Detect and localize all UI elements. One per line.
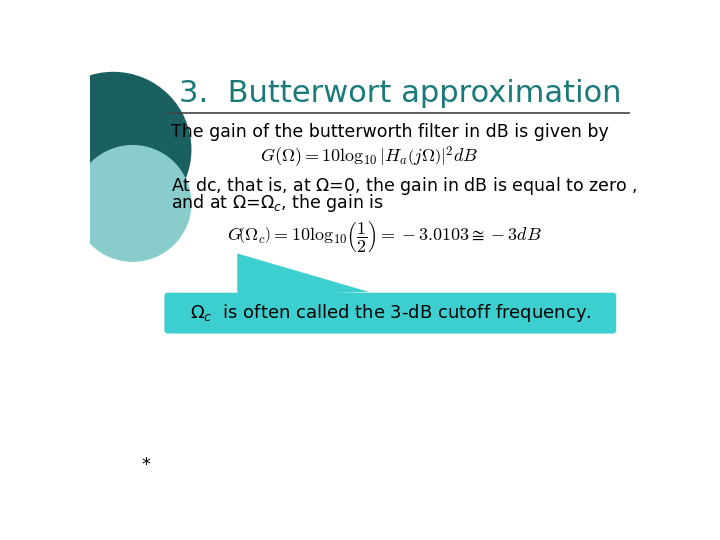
Text: $\Omega_c$  is often called the 3-dB cutoff frequency.: $\Omega_c$ is often called the 3-dB cuto…: [189, 302, 591, 324]
Text: 3.  Butterwort approximation: 3. Butterwort approximation: [179, 79, 621, 108]
Text: The gain of the butterworth filter in dB is given by: The gain of the butterworth filter in dB…: [171, 123, 609, 141]
Circle shape: [74, 146, 191, 261]
Text: At dc, that is, at $\Omega$=0, the gain in dB is equal to zero ,: At dc, that is, at $\Omega$=0, the gain …: [171, 176, 638, 198]
Text: *: *: [141, 456, 150, 474]
Text: $G\!\left(\Omega_c\right)=10\log_{10}\!\left(\dfrac{1}{2}\right)=-3.0103\cong-3d: $G\!\left(\Omega_c\right)=10\log_{10}\!\…: [227, 218, 542, 254]
FancyBboxPatch shape: [164, 293, 616, 334]
Polygon shape: [238, 253, 369, 296]
Text: $G(\Omega)=10\log_{10}\left|H_a\left(j\Omega\right)\right|^2 dB$: $G(\Omega)=10\log_{10}\left|H_a\left(j\O…: [260, 145, 478, 170]
Text: and at $\Omega$=$\Omega_c$, the gain is: and at $\Omega$=$\Omega_c$, the gain is: [171, 192, 384, 214]
Circle shape: [36, 72, 191, 226]
